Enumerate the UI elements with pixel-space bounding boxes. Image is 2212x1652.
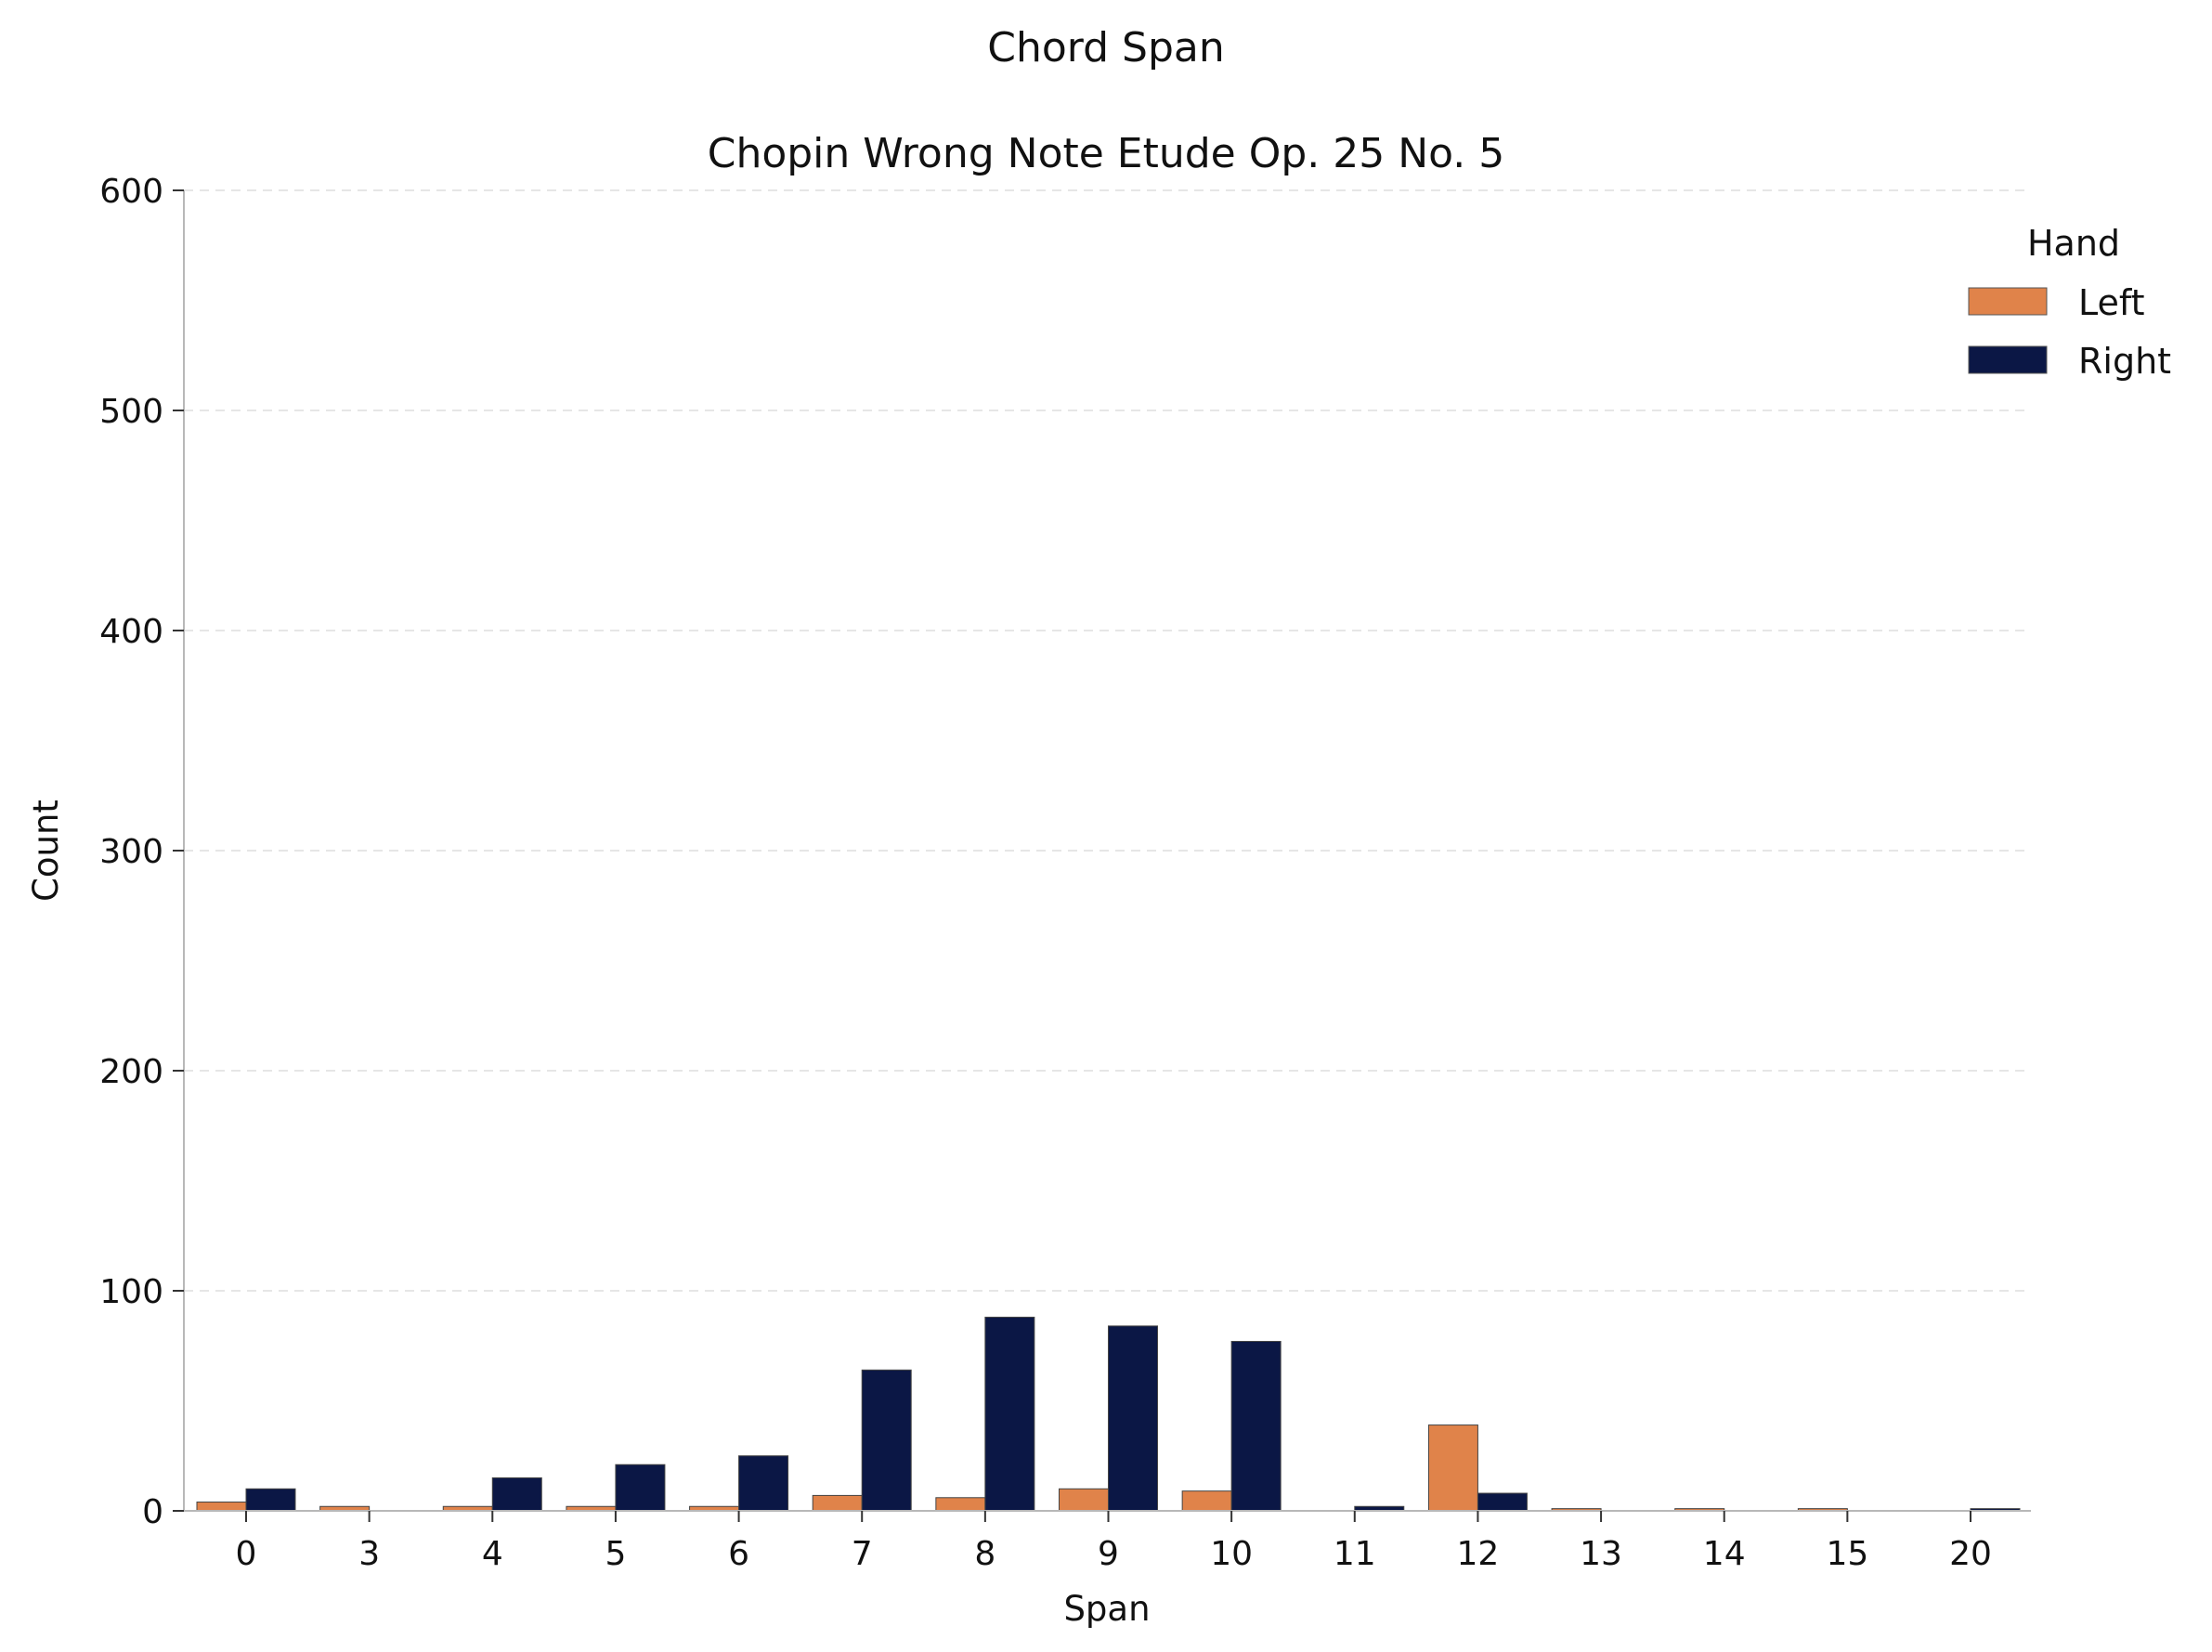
x-tick-label-7: 7 <box>852 1535 873 1573</box>
x-tick-label-3: 3 <box>358 1535 380 1573</box>
bar-left-12 <box>1427 1424 1478 1512</box>
bar-left-9 <box>1059 1488 1109 1512</box>
x-tick-label-5: 5 <box>605 1535 626 1573</box>
x-tick-label-13: 13 <box>1580 1535 1622 1573</box>
x-tick-label-10: 10 <box>1210 1535 1253 1573</box>
bar-right-0 <box>245 1488 296 1512</box>
legend-swatch-left <box>1968 287 2048 316</box>
x-ticks: 0 3 4 5 6 7 8 9 10 11 12 13 14 15 20 <box>236 1511 1992 1573</box>
legend-label-left: Left <box>2078 282 2145 323</box>
y-tick-label-300: 300 <box>99 833 163 871</box>
y-tick-label-600: 600 <box>99 173 163 211</box>
bar-right-5 <box>615 1463 666 1512</box>
bar-left-0 <box>196 1502 247 1512</box>
bars <box>196 1316 2021 1512</box>
y-ticks: 0 100 200 300 400 500 600 <box>99 173 184 1531</box>
x-axis-label: Span <box>1063 1589 1150 1629</box>
x-tick-label-6: 6 <box>728 1535 749 1573</box>
y-tick-label-400: 400 <box>99 613 163 651</box>
bar-right-12 <box>1477 1492 1528 1512</box>
bar-left-8 <box>935 1497 986 1512</box>
y-tick-label-100: 100 <box>99 1273 163 1311</box>
y-tick-label-0: 0 <box>142 1493 163 1531</box>
x-tick-label-12: 12 <box>1457 1535 1500 1573</box>
x-tick-label-4: 4 <box>482 1535 503 1573</box>
x-tick-label-20: 20 <box>1949 1535 1992 1573</box>
bar-left-10 <box>1181 1490 1232 1512</box>
x-tick-label-8: 8 <box>974 1535 995 1573</box>
bar-left-7 <box>812 1494 863 1512</box>
chart-title: Chord Span <box>987 24 1224 72</box>
y-tick-label-500: 500 <box>99 393 163 431</box>
legend-swatch-right <box>1968 345 2048 374</box>
chart-subtitle: Chopin Wrong Note Etude Op. 25 No. 5 <box>708 130 1505 177</box>
bar-right-6 <box>738 1455 789 1512</box>
x-tick-label-11: 11 <box>1334 1535 1376 1573</box>
bar-right-9 <box>1108 1325 1158 1512</box>
grid-lines <box>184 189 2026 1292</box>
bar-right-7 <box>861 1369 912 1512</box>
y-tick-label-200: 200 <box>99 1053 163 1091</box>
x-tick-label-9: 9 <box>1098 1535 1119 1573</box>
bar-right-4 <box>491 1476 542 1512</box>
bar-right-10 <box>1230 1341 1282 1512</box>
y-axis-label: Count <box>26 800 66 902</box>
bar-right-8 <box>984 1316 1035 1512</box>
x-tick-label-14: 14 <box>1703 1535 1746 1573</box>
x-tick-label-15: 15 <box>1826 1535 1868 1573</box>
legend-label-right: Right <box>2078 341 2171 382</box>
legend-title: Hand <box>2027 223 2120 264</box>
x-tick-label-0: 0 <box>236 1535 257 1573</box>
legend: Hand Left Right <box>1968 223 2171 382</box>
